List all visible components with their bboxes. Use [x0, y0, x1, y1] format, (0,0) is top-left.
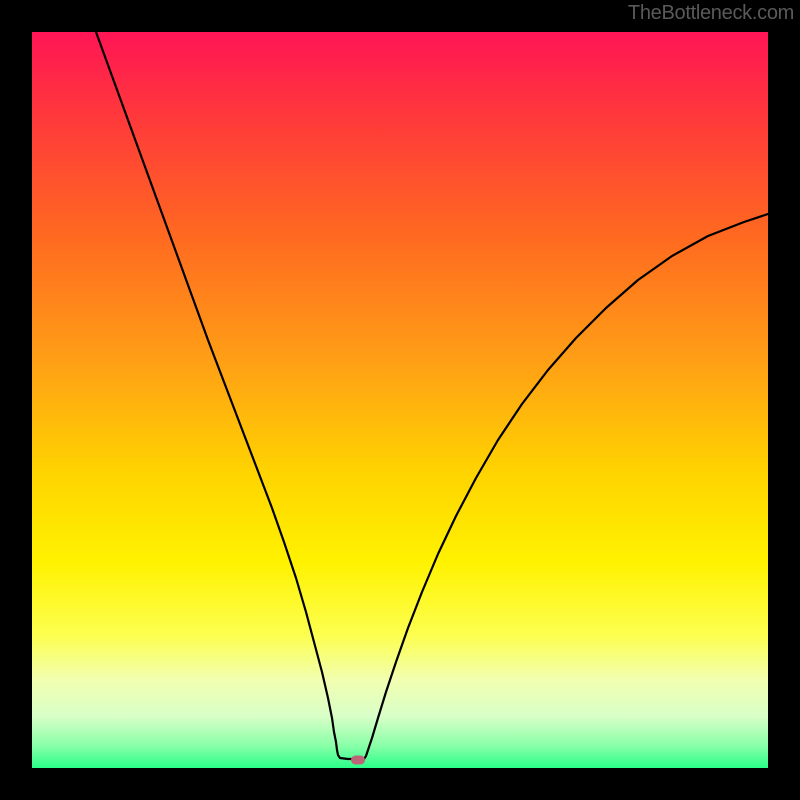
plot-background: [32, 32, 768, 768]
figure-outer: TheBottleneck.com: [0, 0, 800, 800]
plot-svg: [32, 32, 768, 768]
watermark-text: TheBottleneck.com: [628, 2, 794, 25]
plot-area: [32, 32, 768, 768]
